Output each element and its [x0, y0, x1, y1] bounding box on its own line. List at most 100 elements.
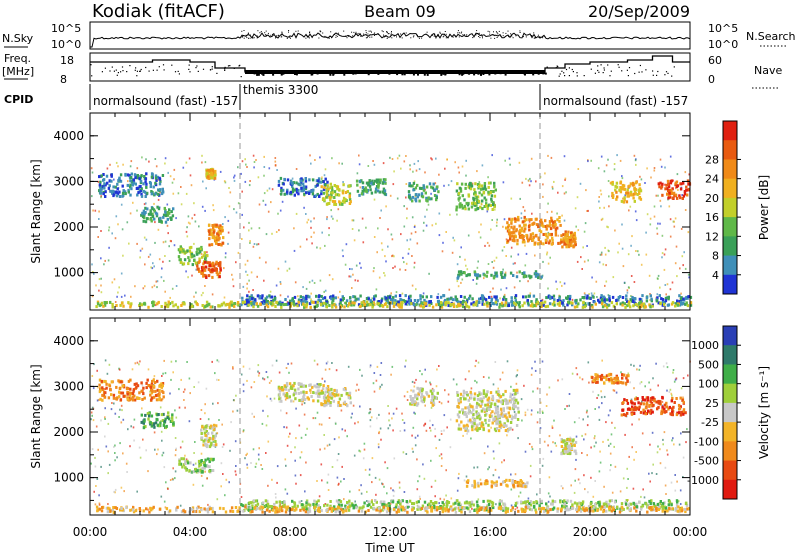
range-gate-cell [244, 302, 247, 306]
nave-point [480, 73, 482, 76]
range-gate-cell [242, 390, 245, 393]
range-gate-cell [507, 304, 510, 307]
range-gate-cell [302, 395, 305, 399]
range-gate-cell [516, 238, 519, 242]
range-gate-cell [495, 224, 498, 227]
range-gate-cell [495, 302, 499, 306]
range-gate-cell [301, 403, 303, 406]
range-gate-cell [379, 301, 382, 305]
range-gate-cell [476, 466, 479, 469]
range-gate-cell [511, 238, 515, 242]
nave-point [665, 71, 668, 73]
range-gate-cell [129, 212, 132, 215]
range-gate-cell [656, 232, 659, 235]
range-gate-cell [119, 442, 121, 445]
nave-point [423, 73, 426, 76]
range-gate-cell [150, 398, 153, 402]
range-gate-cell [556, 288, 558, 291]
range-gate-cell [272, 302, 275, 306]
range-gate-cell [305, 287, 308, 290]
range-gate-cell [139, 249, 142, 252]
range-gate-cell [639, 189, 643, 193]
range-gate-cell [558, 297, 561, 301]
nsearch-point [489, 33, 491, 35]
range-gate-cell [625, 384, 627, 387]
range-gate-cell [280, 189, 283, 193]
range-gate-cell [617, 296, 620, 299]
range-gate-cell [637, 305, 641, 309]
range-gate-cell [276, 169, 278, 171]
range-gate-cell [266, 305, 270, 309]
range-gate-cell [99, 191, 102, 195]
range-gate-cell [326, 394, 330, 398]
range-gate-cell [115, 194, 119, 198]
nave-point [532, 73, 535, 76]
range-gate-cell [312, 300, 315, 304]
range-gate-cell [303, 192, 306, 196]
range-gate-cell [568, 404, 570, 407]
range-gate-cell [448, 297, 451, 301]
range-gate-cell [382, 483, 384, 486]
range-gate-cell [521, 240, 525, 244]
nsky-data [90, 30, 691, 48]
range-gate-cell [277, 179, 281, 183]
range-gate-cell [340, 409, 343, 412]
range-gate-cell [539, 230, 543, 234]
range-gate-cell [319, 180, 322, 184]
range-gate-cell [274, 160, 277, 163]
range-gate-cell [257, 243, 260, 246]
range-gate-cell [472, 279, 474, 281]
range-gate-cell [688, 276, 690, 279]
range-gate-cell [519, 197, 521, 200]
range-gate-cell [510, 246, 513, 249]
range-gate-cell [435, 157, 437, 160]
range-gate-cell [280, 399, 283, 403]
range-gate-cell [421, 295, 424, 299]
nsearch-point [458, 36, 460, 38]
range-gate-cell [658, 294, 661, 298]
range-gate-cell [329, 404, 332, 407]
range-gate-cell [380, 303, 384, 307]
range-gate-cell [367, 303, 371, 307]
range-gate-cell [490, 228, 492, 231]
range-gate-cell [182, 463, 186, 467]
range-gate-cell [603, 395, 606, 398]
nave-point [209, 69, 212, 71]
range-gate-cell [116, 396, 119, 400]
range-gate-cell [134, 176, 137, 180]
range-gate-cell [513, 217, 517, 221]
range-gate-cell [434, 182, 437, 185]
range-gate-cell [625, 294, 628, 298]
range-gate-cell [299, 183, 302, 187]
range-gate-cell [363, 302, 366, 306]
freq-tick-bottom: 8 [60, 73, 67, 86]
range-gate-cell [564, 232, 567, 236]
range-gate-cell [328, 417, 331, 419]
range-gate-cell [599, 206, 601, 209]
range-gate-cell [118, 190, 121, 194]
range-gate-cell [378, 478, 381, 481]
range-gate-cell [437, 303, 441, 307]
range-gate-cell [522, 238, 525, 242]
nsearch-point [348, 35, 349, 37]
range-gate-cell [100, 379, 103, 383]
range-gate-cell [241, 213, 243, 216]
range-gate-cell [570, 243, 573, 247]
range-gate-cell [440, 303, 443, 307]
range-gate-cell [603, 170, 606, 173]
range-gate-cell [316, 183, 319, 187]
range-gate-cell [500, 410, 503, 413]
range-gate-cell [134, 182, 137, 186]
range-gate-cell [217, 263, 220, 267]
range-gate-cell [187, 461, 190, 465]
range-gate-cell [171, 477, 174, 480]
range-gate-cell [343, 305, 346, 309]
range-gate-cell [212, 230, 216, 234]
nsearch-tick-bottom: 10^0 [708, 38, 738, 51]
range-gate-cell [391, 301, 394, 305]
nave-point [113, 70, 115, 72]
range-gate-cell [463, 295, 466, 299]
range-gate-cell [337, 296, 340, 299]
range-gate-cell [136, 176, 139, 180]
range-gate-cell [120, 391, 123, 395]
